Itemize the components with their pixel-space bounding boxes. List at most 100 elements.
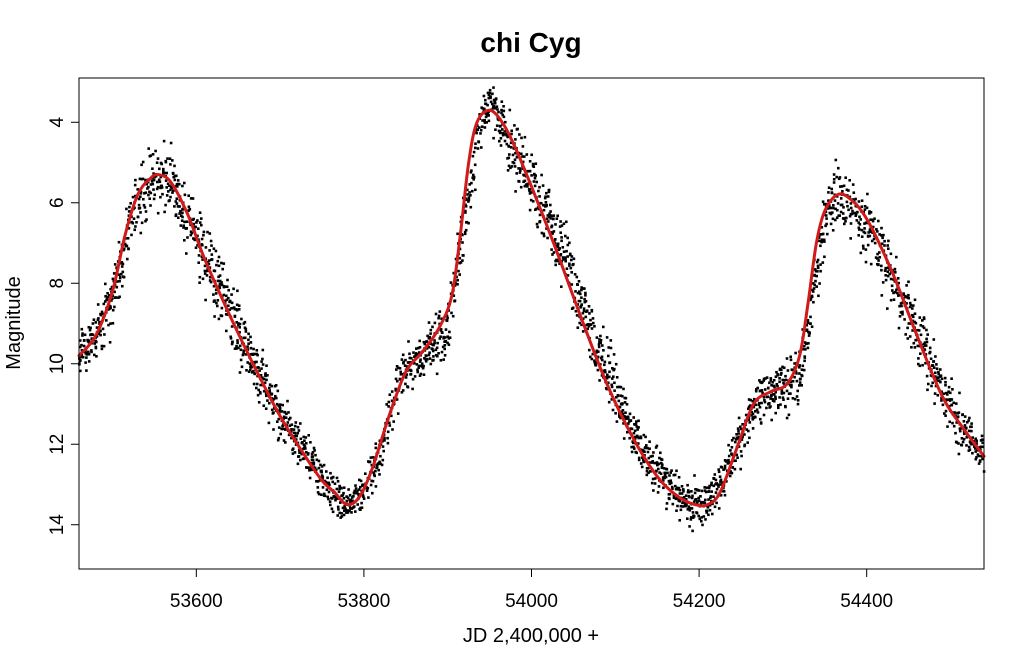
data-point: [204, 246, 208, 249]
data-point: [803, 359, 806, 363]
data-point: [487, 93, 491, 97]
data-point: [728, 461, 731, 464]
data-point: [540, 231, 544, 235]
data-point: [566, 255, 569, 258]
data-point: [452, 294, 456, 297]
data-point: [418, 339, 421, 343]
data-point: [947, 398, 950, 401]
data-point: [658, 456, 661, 460]
data-point: [546, 236, 549, 240]
data-point: [933, 392, 937, 395]
data-point: [566, 243, 570, 247]
data-point: [95, 355, 98, 358]
data-point: [659, 451, 662, 455]
data-point: [420, 362, 424, 365]
data-point: [264, 407, 268, 410]
data-point: [472, 173, 475, 177]
data-point: [185, 227, 188, 230]
data-point: [304, 447, 307, 450]
data-point: [313, 466, 317, 470]
data-point: [436, 354, 439, 358]
data-point: [194, 246, 198, 249]
data-point: [572, 262, 575, 266]
data-point: [241, 353, 245, 357]
data-point: [731, 453, 734, 457]
data-point: [520, 152, 523, 156]
data-point: [730, 446, 734, 449]
data-point: [189, 230, 193, 233]
data-point: [272, 428, 275, 431]
data-point: [165, 186, 168, 189]
data-point: [858, 223, 862, 226]
data-point: [715, 487, 719, 491]
data-point: [640, 465, 644, 469]
data-point: [936, 394, 940, 397]
data-point: [754, 389, 758, 393]
data-point: [510, 132, 513, 136]
data-point: [158, 180, 162, 184]
data-point: [712, 495, 715, 498]
data-point: [316, 486, 320, 489]
data-point: [443, 347, 446, 351]
data-point: [345, 511, 348, 514]
data-point: [562, 222, 566, 225]
data-point: [803, 355, 806, 358]
data-point: [414, 353, 417, 357]
data-point: [134, 178, 137, 182]
data-point: [857, 200, 861, 203]
data-point: [139, 195, 142, 198]
data-point: [533, 176, 537, 180]
data-point: [644, 446, 647, 449]
data-point: [770, 394, 773, 398]
data-point: [505, 142, 509, 146]
data-point: [807, 342, 810, 345]
data-point: [884, 266, 887, 270]
data-point: [111, 294, 115, 298]
data-point: [736, 456, 739, 459]
data-point: [795, 395, 799, 398]
data-point: [871, 219, 875, 223]
data-point: [624, 411, 627, 414]
data-point: [568, 262, 571, 266]
data-point: [207, 262, 211, 266]
observation-points: [78, 86, 986, 533]
data-point: [156, 185, 160, 189]
data-point: [229, 335, 232, 339]
data-point: [884, 274, 887, 277]
data-point: [886, 244, 889, 247]
data-point: [888, 272, 891, 276]
data-point: [268, 386, 271, 390]
data-point: [651, 460, 654, 463]
data-point: [299, 422, 302, 425]
data-point: [849, 202, 853, 205]
data-point: [94, 321, 98, 324]
data-point: [591, 317, 595, 320]
data-point: [710, 483, 713, 487]
data-point: [359, 479, 363, 483]
data-point: [711, 512, 714, 516]
data-point: [286, 421, 290, 424]
data-point: [242, 351, 245, 355]
data-point: [533, 184, 537, 188]
data-point: [513, 165, 517, 168]
data-point: [327, 490, 331, 494]
data-point: [866, 243, 870, 247]
data-point: [817, 294, 820, 298]
data-point: [237, 346, 240, 350]
data-point: [705, 511, 708, 514]
data-point: [304, 436, 308, 439]
data-point: [877, 259, 880, 262]
data-point: [249, 353, 253, 356]
data-point: [200, 223, 203, 227]
data-point: [967, 419, 970, 422]
data-point: [977, 454, 981, 458]
data-point: [570, 255, 574, 258]
y-tick-label: 4: [47, 117, 68, 128]
data-point: [710, 490, 713, 493]
data-point: [937, 370, 940, 374]
data-point: [931, 381, 934, 385]
data-point: [600, 355, 604, 359]
data-point: [121, 284, 124, 288]
data-point: [530, 174, 533, 177]
